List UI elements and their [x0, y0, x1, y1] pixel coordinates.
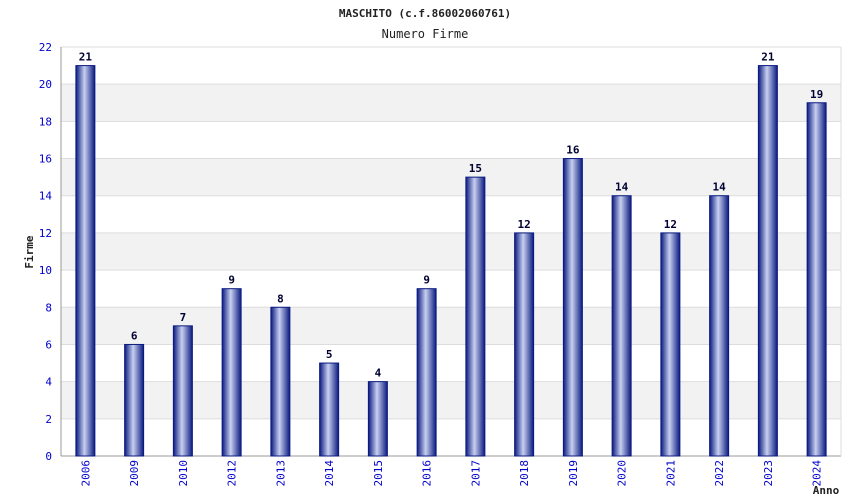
x-tick-label: 2022 [713, 460, 726, 487]
bar-value-label: 12 [518, 218, 531, 231]
bar-value-label: 14 [615, 181, 629, 194]
x-tick-label: 2013 [274, 460, 287, 487]
x-tick-labels: 2006 2009 2010 2012 2013 2014 2015 2016 2017 2018… [79, 460, 823, 487]
x-tick-label: 2015 [372, 460, 385, 487]
y-tick-label: 0 [45, 450, 52, 463]
bar-value-label: 21 [79, 51, 93, 64]
bar-value-label: 5 [326, 348, 333, 361]
bar [562, 158, 583, 457]
bar [465, 176, 486, 457]
bar-value-label: 7 [180, 311, 187, 324]
y-tick-label: 4 [45, 376, 52, 389]
x-tick-label: 2006 [79, 460, 92, 487]
y-tick-labels: 0 2 4 6 8 10 12 14 16 18 20 22 [39, 41, 53, 463]
y-tick-label: 10 [39, 264, 52, 277]
bar-value-label: 9 [228, 274, 235, 287]
bar [514, 232, 535, 457]
x-tick-label: 2021 [664, 460, 677, 487]
bar [416, 288, 437, 457]
bar [172, 325, 193, 457]
bar [660, 232, 681, 457]
x-tick-label: 2019 [567, 460, 580, 487]
bars [75, 65, 827, 457]
y-tick-label: 16 [39, 153, 52, 166]
bar-value-label: 16 [566, 144, 580, 157]
x-tick-label: 2017 [469, 460, 482, 487]
y-tick-label: 20 [39, 78, 52, 91]
y-tick-label: 22 [39, 41, 52, 54]
bar [709, 195, 730, 457]
chart-subtitle: Numero Firme [382, 27, 469, 41]
bar [221, 288, 242, 457]
x-axis-label: Anno [813, 484, 840, 497]
bar-value-label: 12 [664, 218, 677, 231]
grid-band [61, 121, 841, 159]
bar-value-label: 9 [423, 274, 430, 287]
data-labels: 21 6 7 9 8 5 4 9 15 12 16 14 12 14 21 19 [79, 51, 824, 380]
bar [757, 65, 778, 457]
grid-band [61, 84, 841, 122]
x-tick-label: 2014 [323, 460, 336, 487]
y-tick-label: 18 [39, 115, 52, 128]
bar [319, 362, 340, 457]
x-tick-label: 2009 [128, 460, 141, 487]
y-tick-label: 14 [39, 190, 53, 203]
chart-title: MASCHITO (c.f.86002060761) [339, 7, 511, 20]
y-tick-label: 8 [45, 301, 52, 314]
grid-band [61, 47, 841, 85]
grid-band [61, 158, 841, 196]
x-tick-label: 2016 [421, 460, 434, 487]
bar-value-label: 6 [131, 329, 138, 342]
bar-value-label: 15 [469, 162, 482, 175]
bar-value-label: 4 [375, 367, 382, 380]
bar [75, 65, 96, 457]
bar [806, 102, 827, 457]
x-tick-label: 2018 [518, 460, 531, 487]
x-tick-label: 2010 [177, 460, 190, 487]
bar-value-label: 8 [277, 292, 284, 305]
x-tick-label: 2012 [226, 460, 239, 487]
bar [611, 195, 632, 457]
x-tick-label: 2023 [762, 460, 775, 487]
x-tick-label: 2024 [811, 460, 824, 487]
bar-value-label: 14 [713, 181, 727, 194]
bar-value-label: 21 [761, 51, 775, 64]
y-tick-label: 12 [39, 227, 52, 240]
y-tick-label: 2 [45, 413, 52, 426]
bar-value-label: 19 [810, 88, 823, 101]
y-axis-label: Firme [23, 235, 36, 268]
x-tick-label: 2020 [616, 460, 629, 487]
bar [367, 381, 388, 457]
bar [124, 343, 145, 457]
y-tick-label: 6 [45, 338, 52, 351]
bar [270, 306, 291, 457]
